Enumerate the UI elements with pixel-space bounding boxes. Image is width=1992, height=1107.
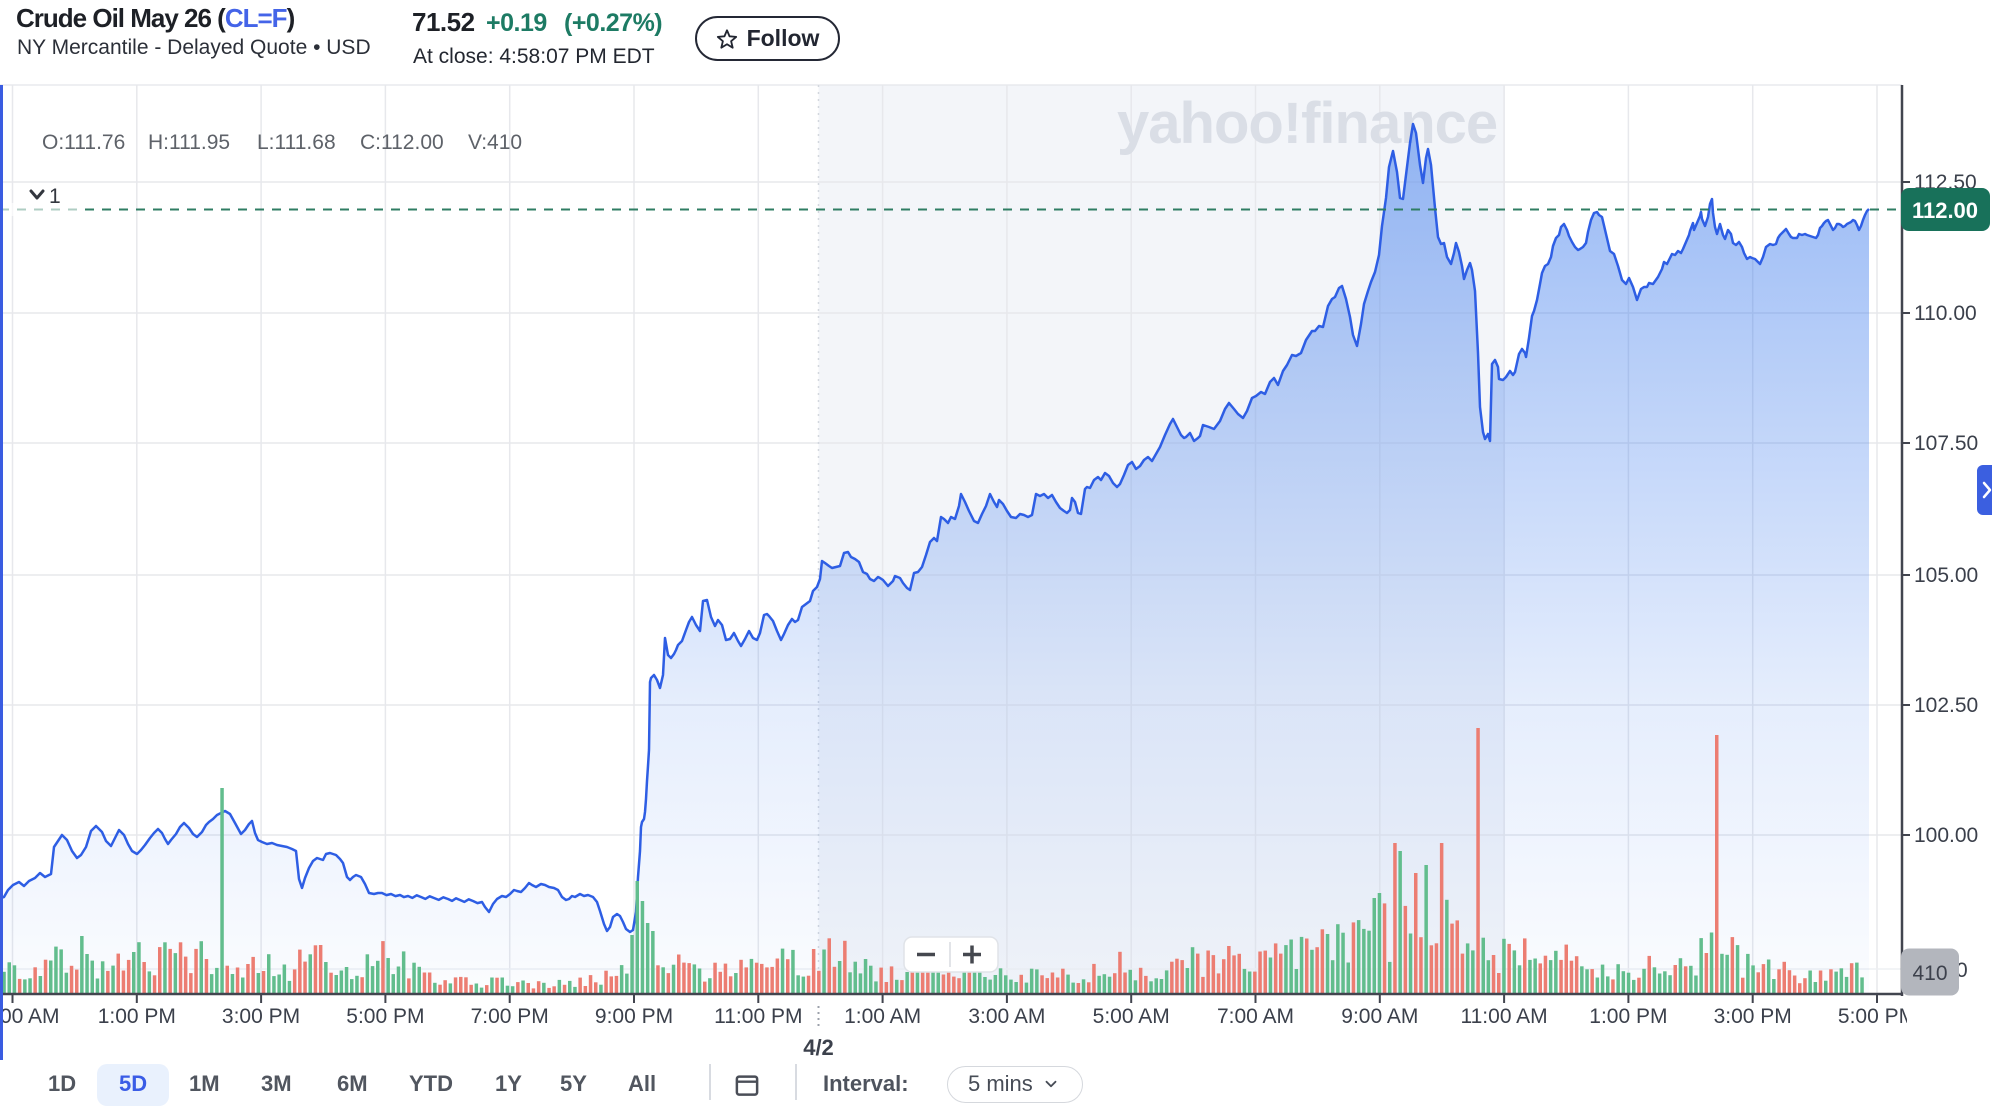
- svg-text:C:112.00: C:112.00: [360, 131, 444, 154]
- svg-text:3:00 AM: 3:00 AM: [968, 1005, 1045, 1028]
- svg-text:V:410: V:410: [468, 131, 522, 154]
- svg-text:5:00 PM: 5:00 PM: [346, 1005, 424, 1028]
- svg-text:3:00 PM: 3:00 PM: [222, 1005, 300, 1028]
- svg-text:105.00: 105.00: [1914, 564, 1978, 587]
- svg-text:112.00: 112.00: [1912, 198, 1978, 223]
- svg-text:11:00 PM: 11:00 PM: [714, 1005, 802, 1028]
- svg-text:O:111.76: O:111.76: [42, 131, 125, 154]
- svg-text:4/2: 4/2: [803, 1035, 834, 1060]
- svg-text:9:00 AM: 9:00 AM: [1341, 1005, 1418, 1028]
- svg-text:5:00 PM: 5:00 PM: [1838, 1005, 1916, 1028]
- svg-text:H:111.95: H:111.95: [148, 131, 230, 154]
- svg-text:1:00 PM: 1:00 PM: [1589, 1005, 1667, 1028]
- svg-text:9:00 PM: 9:00 PM: [595, 1005, 673, 1028]
- svg-text:L:111.68: L:111.68: [257, 131, 336, 154]
- svg-text:0: 0: [1956, 959, 1968, 982]
- svg-text:7:00 PM: 7:00 PM: [471, 1005, 549, 1028]
- svg-text:yahoo!finance: yahoo!finance: [1117, 91, 1497, 156]
- svg-text:110.00: 110.00: [1914, 302, 1977, 325]
- svg-text:1: 1: [49, 185, 61, 208]
- svg-text:107.50: 107.50: [1914, 432, 1978, 455]
- svg-text:410: 410: [1912, 962, 1947, 985]
- svg-text:3:00 PM: 3:00 PM: [1714, 1005, 1792, 1028]
- svg-text:11:00 AM: 11:00 AM: [1461, 1005, 1548, 1028]
- svg-text:100.00: 100.00: [1914, 824, 1978, 847]
- svg-text:00 AM: 00 AM: [0, 1005, 60, 1028]
- svg-text:102.50: 102.50: [1914, 694, 1978, 717]
- svg-text:1:00 AM: 1:00 AM: [844, 1005, 921, 1028]
- svg-text:5:00 AM: 5:00 AM: [1093, 1005, 1170, 1028]
- svg-text:7:00 AM: 7:00 AM: [1217, 1005, 1294, 1028]
- svg-text:1:00 PM: 1:00 PM: [98, 1005, 176, 1028]
